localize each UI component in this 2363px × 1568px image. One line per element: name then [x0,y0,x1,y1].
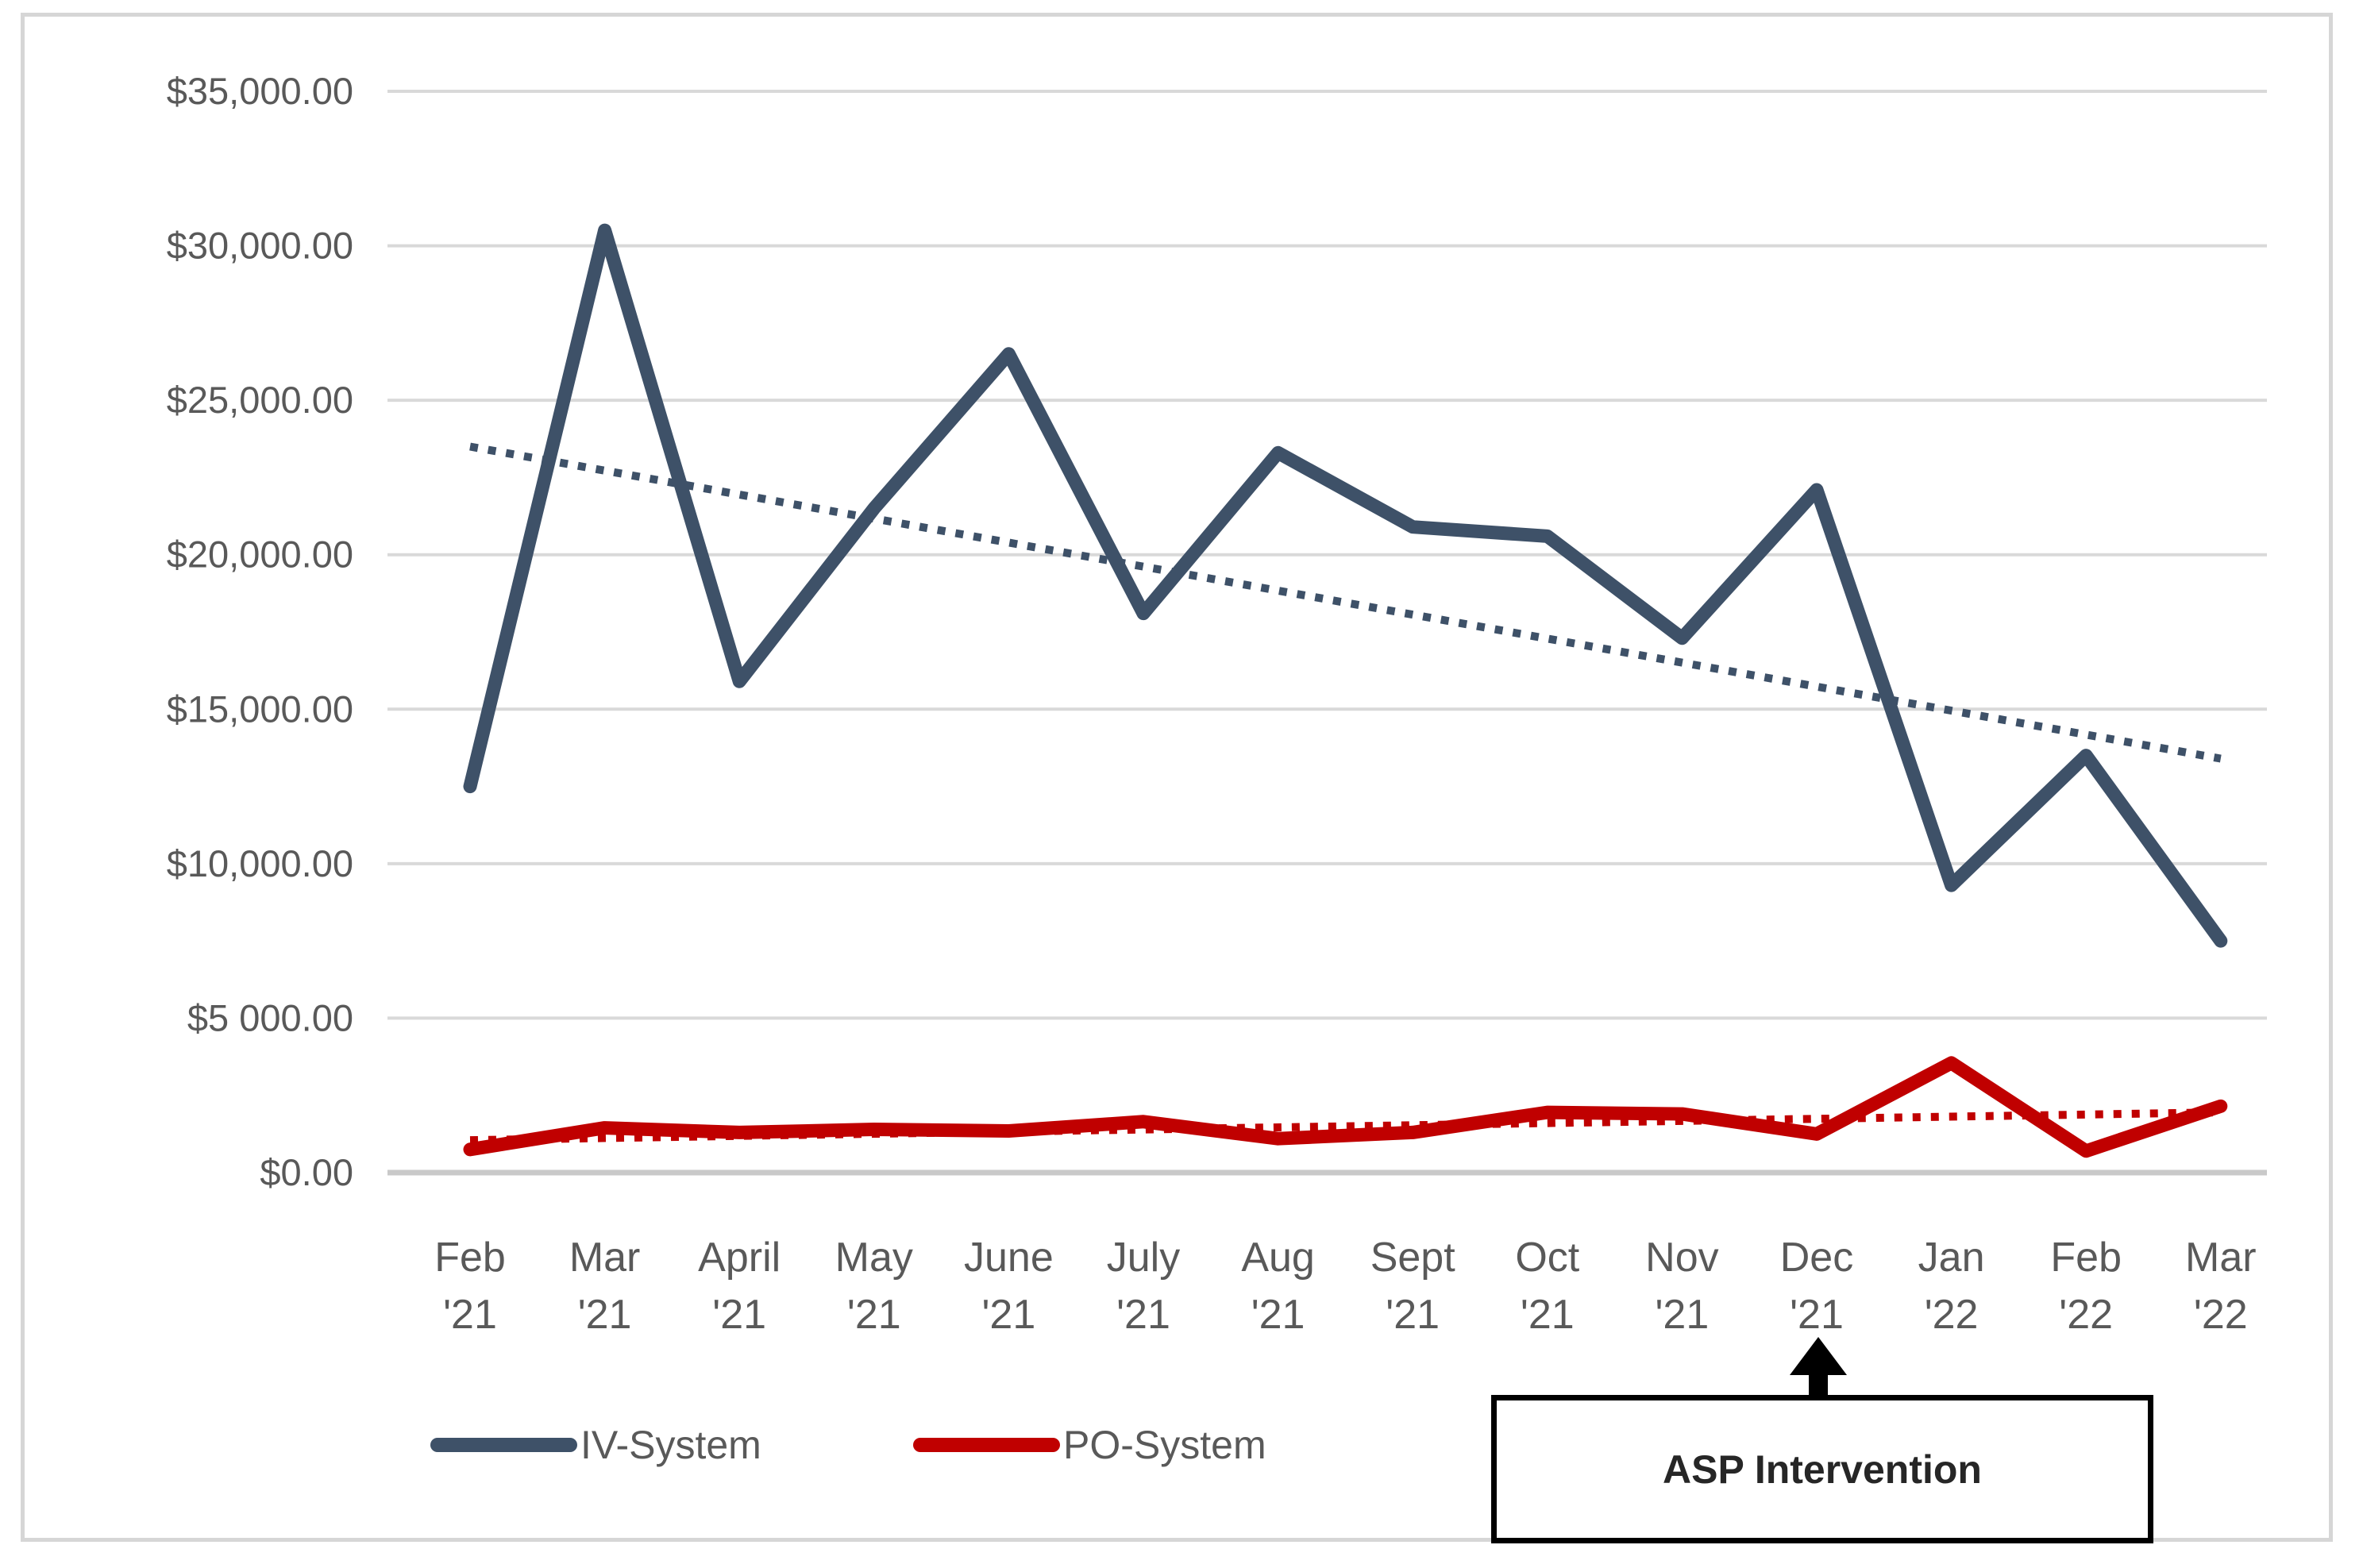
x-tick-label: Mar '22 [2185,1235,2257,1338]
asp-intervention-annotation: ASP Intervention [1491,1395,2153,1543]
po-system-line [463,1056,2228,1158]
x-tick-label: Nov '21 [1645,1235,1718,1338]
annotation-arrow-group [1790,1337,1847,1397]
arrow-up-icon [1790,1337,1847,1375]
y-tick-label: $30,000.00 [167,225,353,267]
series-lines-group [463,223,2228,1158]
y-tick-label: $10,000.00 [167,842,353,884]
chart-outer-frame [21,13,2333,1542]
y-tick-label: $25,000.00 [167,379,353,421]
x-tick-label: Mar '21 [569,1235,641,1338]
legend-item-iv-system: IV-System [430,1425,761,1465]
x-tick-label: July '21 [1107,1235,1180,1338]
x-tick-label: Oct '21 [1515,1235,1579,1338]
x-tick-label: May '21 [835,1235,913,1338]
iv-system-legend-swatch-icon [430,1438,577,1452]
y-tick-label: $5 000.00 [187,996,353,1038]
legend-label-iv-system: IV-System [580,1423,761,1467]
asp-intervention-label: ASP Intervention [1663,1447,1982,1492]
y-tick-label: $15,000.00 [167,688,353,730]
x-axis-labels-group: Feb '21 Mar '21 April '21 May '21 June '21 July '21… [434,1235,2256,1338]
x-tick-label: June '21 [964,1235,1054,1338]
x-tick-label: Aug '21 [1241,1235,1315,1338]
legend-label-po-system: PO-System [1063,1423,1266,1467]
y-tick-label: $20,000.00 [167,534,353,576]
arrow-up-shaft [1809,1372,1828,1397]
trendlines-group [469,442,2222,1145]
iv-system-trendline [469,442,2222,763]
y-axis-labels-group: $35,000.00 $30,000.00 $25,000.00 $20,000.00… [167,70,353,1193]
iv-system-line [463,223,2228,948]
x-tick-label: Feb '21 [434,1235,506,1338]
legend-item-po-system: PO-System [913,1425,1266,1465]
x-tick-label: April '21 [698,1235,781,1338]
po-system-legend-swatch-icon [913,1438,1060,1452]
gridlines-group [387,90,2267,1176]
x-tick-label: Dec '21 [1780,1235,1853,1338]
y-tick-label: $0.00 [260,1151,353,1193]
y-tick-label: $35,000.00 [167,70,353,112]
x-tick-label: Feb '22 [2050,1235,2122,1338]
x-tick-label: Jan '22 [1918,1235,1985,1338]
x-tick-label: Sept '21 [1370,1235,1456,1338]
